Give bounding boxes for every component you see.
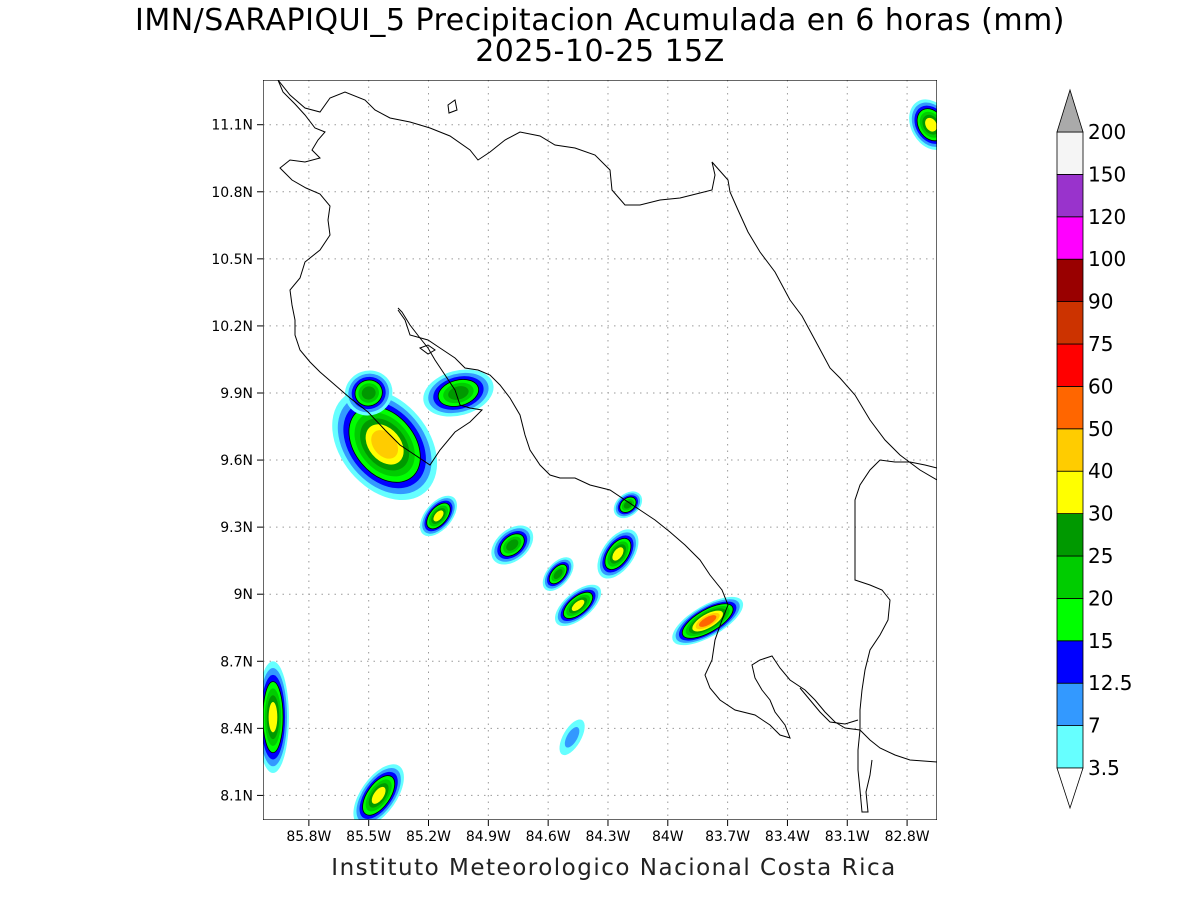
credit-text: Instituto Meteorologico Nacional Costa R…	[331, 855, 897, 881]
precip-contour	[268, 701, 278, 733]
chart-subtitle: 2025-10-25 15Z	[475, 34, 725, 69]
precip-cell	[491, 525, 534, 565]
lat-tick-label: 10.5N	[211, 252, 253, 268]
colorbar-label: 12.5	[1088, 671, 1133, 695]
precip-contour	[553, 569, 563, 580]
colorbar: 3.5 7 12.5 15 20 25 30 40 50 60 75 90 100 120 150 200	[1056, 88, 1133, 810]
colorbar-swatch	[1056, 640, 1084, 684]
colorbar-label: 90	[1088, 290, 1113, 314]
precip-contour	[925, 117, 937, 132]
lon-tick-label: 83.1W	[825, 829, 870, 845]
lon-tick-label: 83.7W	[705, 829, 750, 845]
colorbar-swatch	[1056, 555, 1084, 599]
precip-cell	[423, 369, 494, 417]
nicoya-coast	[277, 80, 484, 466]
lat-tick-label: 8.1N	[220, 788, 253, 804]
colorbar-label: 120	[1088, 205, 1126, 229]
lake-nicaragua-shore	[277, 80, 937, 481]
precip-contour	[448, 386, 469, 400]
precip-cell	[672, 596, 744, 646]
lat-tick-label: 9.9N	[220, 386, 253, 402]
colorbar-label: 7	[1088, 714, 1101, 738]
colorbar-swatch	[1056, 173, 1084, 218]
burica-coast	[799, 687, 859, 725]
gulf-island	[418, 344, 436, 355]
precip-cell	[419, 495, 457, 537]
lon-tick-label: 84.6W	[526, 829, 571, 845]
lon-tick-label: 84W	[652, 829, 684, 845]
colorbar-min-arrow	[1056, 767, 1084, 810]
precip-cell	[332, 388, 438, 501]
colorbar-swatch	[1056, 725, 1084, 769]
lat-tick-label: 9.6N	[220, 453, 253, 469]
colorbar-swatch	[1056, 131, 1084, 175]
precip-contour	[571, 599, 585, 611]
precipitation-field	[263, 99, 937, 820]
precip-contour	[361, 386, 376, 400]
precip-contour	[506, 539, 519, 551]
precip-contour	[371, 430, 399, 459]
panama-border	[854, 459, 937, 813]
colorbar-swatch	[1056, 385, 1084, 430]
colorbar-label: 60	[1088, 374, 1113, 398]
lat-tick-label: 8.7N	[220, 654, 253, 670]
precip-cell	[597, 529, 639, 579]
colorbar-swatch	[1056, 428, 1084, 472]
lon-tick-label: 85.2W	[406, 829, 451, 845]
gulf-nicoya-coast	[397, 309, 937, 763]
lat-tick-label: 8.4N	[220, 721, 253, 737]
precip-contour	[612, 547, 624, 561]
precip-cell	[344, 370, 393, 416]
colorbar-swatch	[1056, 470, 1084, 515]
colorbar-label: 75	[1088, 332, 1113, 356]
colorbar-label: 20	[1088, 586, 1113, 610]
lat-tick-label: 9N	[234, 587, 253, 603]
colorbar-swatch	[1056, 343, 1084, 387]
colorbar-swatch	[1056, 513, 1084, 557]
colorbar-label: 3.5	[1088, 756, 1120, 780]
lat-tick-label: 9.3N	[220, 520, 253, 536]
colorbar-swatch	[1056, 216, 1084, 260]
precip-cell	[555, 584, 602, 627]
colorbar-label: 50	[1088, 417, 1113, 441]
precip-contour	[699, 615, 717, 627]
chart-title: IMN/SARAPIQUI_5 Precipitacion Acumulada …	[135, 3, 1065, 38]
lat-tick-label: 10.2N	[211, 319, 253, 335]
precip-contour	[433, 510, 444, 522]
precip-contour	[564, 727, 580, 748]
precip-contour	[371, 786, 386, 804]
coastline	[277, 80, 937, 813]
lon-tick-label: 85.5W	[346, 829, 391, 845]
map-area	[263, 80, 937, 820]
lat-tick-label: 11.1N	[211, 118, 253, 134]
lake-island	[447, 99, 458, 114]
colorbar-swatch	[1056, 682, 1084, 727]
lon-tick-label: 85.8W	[286, 829, 331, 845]
precip-cell	[542, 557, 574, 591]
colorbar-label: 25	[1088, 544, 1113, 568]
precip-cell	[263, 661, 289, 774]
precip-cell	[559, 719, 585, 756]
lat-tick-label: 10.8N	[211, 185, 253, 201]
colorbar-label: 200	[1088, 120, 1126, 144]
precip-cell	[613, 491, 643, 519]
colorbar-label: 30	[1088, 502, 1113, 526]
colorbar-label: 100	[1088, 247, 1126, 271]
colorbar-swatch	[1056, 598, 1084, 642]
precip-cell	[353, 764, 404, 820]
lon-tick-label: 82.8W	[885, 829, 930, 845]
colorbar-swatch	[1056, 301, 1084, 345]
colorbar-label: 40	[1088, 459, 1113, 483]
colorbar-swatch	[1056, 258, 1084, 303]
map-axes: 85.8W 85.5W 85.2W 84.9W 84.6W 84.3W 84W 83.7W 83…	[211, 118, 929, 845]
colorbar-label: 15	[1088, 629, 1113, 653]
lon-tick-label: 84.3W	[585, 829, 630, 845]
lon-tick-label: 84.9W	[466, 829, 511, 845]
colorbar-max-arrow	[1056, 88, 1084, 133]
lon-tick-label: 83.4W	[765, 829, 810, 845]
colorbar-label: 150	[1088, 162, 1126, 186]
